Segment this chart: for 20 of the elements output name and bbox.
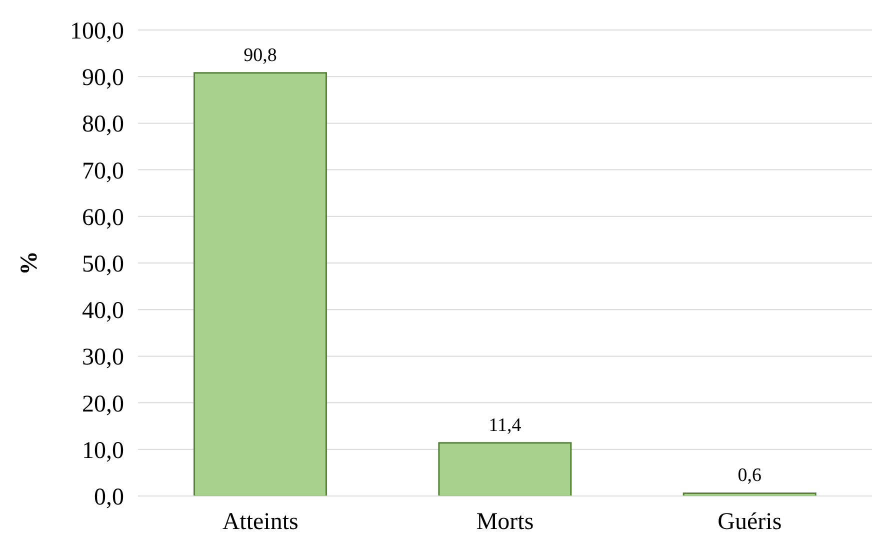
- bar: [438, 442, 572, 496]
- data-label: 0,6: [738, 465, 762, 486]
- y-tick-label: 60,0: [82, 204, 124, 231]
- y-tick-label: 10,0: [82, 438, 124, 464]
- y-axis-title: %: [16, 251, 43, 275]
- y-tick-label: 40,0: [82, 298, 124, 324]
- y-tick-label: 30,0: [82, 344, 124, 371]
- y-tick-label: 90,0: [82, 65, 124, 92]
- x-tick-label: Guéris: [718, 509, 782, 536]
- y-tick-label: 80,0: [82, 112, 124, 138]
- data-label: 11,4: [488, 414, 522, 436]
- bar: [194, 72, 328, 496]
- y-tick-label: 100,0: [70, 18, 124, 45]
- x-tick-label: Atteints: [222, 509, 298, 536]
- x-tick-label: Morts: [476, 509, 534, 536]
- y-tick-label: 50,0: [82, 252, 124, 278]
- data-label: 90,8: [244, 44, 277, 66]
- y-tick-label: 70,0: [82, 158, 124, 184]
- y-tick-label: 20,0: [82, 391, 124, 418]
- y-tick-label: 0,0: [94, 484, 124, 511]
